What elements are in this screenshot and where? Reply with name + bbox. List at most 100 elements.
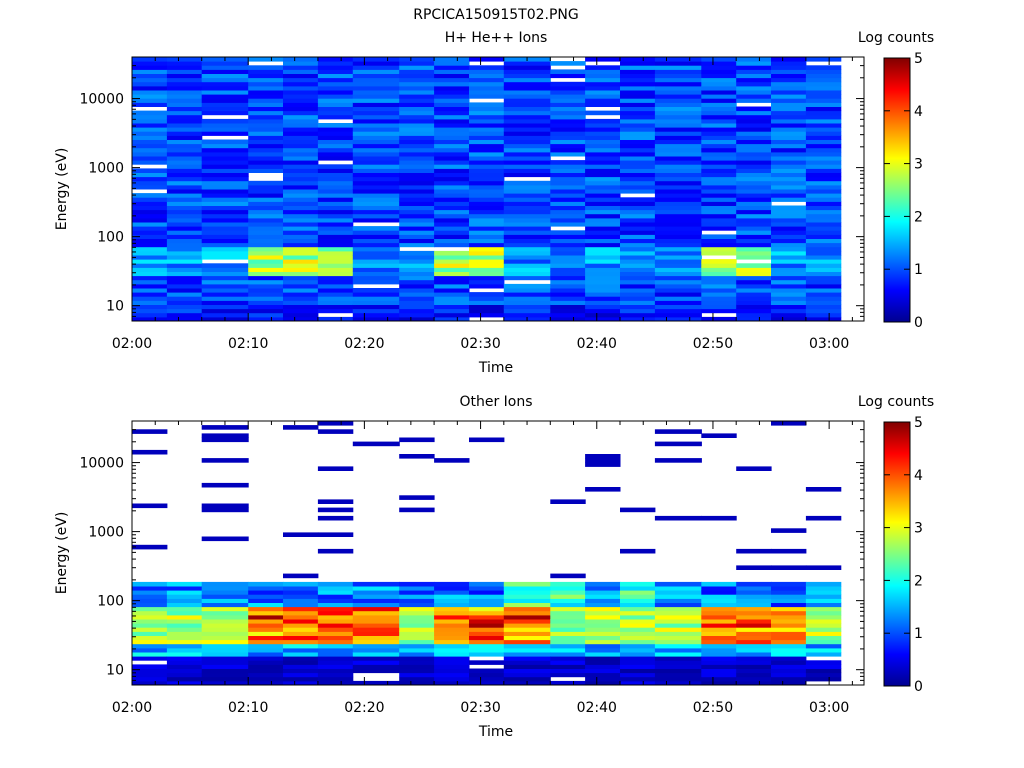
heatmap-cell [771, 623, 807, 628]
heatmap-cell [736, 623, 772, 628]
heatmap-cell [166, 90, 203, 95]
heatmap-cell [352, 300, 400, 305]
heatmap-cell [248, 680, 284, 686]
heatmap-cell [805, 668, 842, 674]
heatmap-cell [771, 255, 807, 260]
heatmap-cell [701, 217, 737, 223]
heatmap-cell [585, 139, 621, 145]
x-tick-label: 02:30 [460, 700, 500, 716]
heatmap-cell [805, 300, 842, 305]
heatmap-cell [283, 205, 319, 211]
heatmap-cell [550, 499, 586, 504]
heatmap-cell [132, 81, 168, 87]
heatmap-cell [736, 606, 772, 612]
heatmap-cell [166, 242, 203, 248]
heatmap-cell [166, 156, 203, 161]
y-tick-label: 10 [106, 663, 124, 679]
heatmap-cell [805, 193, 842, 198]
heatmap-cell [654, 296, 702, 301]
heatmap-cell [503, 81, 551, 87]
heatmap-cell [550, 267, 586, 272]
heatmap-cell [771, 147, 807, 153]
heatmap-cell [736, 222, 772, 227]
heatmap-cell [736, 160, 772, 165]
heatmap-cell [248, 259, 284, 264]
heatmap-cell [132, 267, 168, 272]
colorbar-tick-label: 1 [914, 626, 923, 642]
heatmap-cell [736, 209, 772, 215]
x-tick-label: 02:10 [228, 336, 268, 352]
heatmap-cell [317, 610, 354, 616]
heatmap-cell [248, 263, 284, 268]
heatmap-cell [132, 639, 168, 645]
heatmap-cell [654, 647, 702, 653]
heatmap-cell [550, 668, 586, 674]
heatmap-cell [585, 668, 621, 674]
heatmap-cell [620, 610, 656, 616]
heatmap-cell [317, 197, 354, 202]
heatmap-cell [469, 672, 505, 678]
heatmap-cell [805, 238, 842, 244]
heatmap-cell [201, 98, 249, 103]
heatmap-cell [201, 131, 249, 136]
heatmap-cell [503, 230, 551, 235]
heatmap-cell [317, 532, 354, 537]
heatmap-cell [805, 85, 842, 91]
heatmap-cell [620, 300, 656, 305]
heatmap-cell [352, 292, 400, 297]
heatmap-cell [201, 168, 249, 173]
heatmap-cell [503, 275, 551, 281]
heatmap-cell [503, 598, 551, 603]
heatmap-cell [469, 85, 505, 91]
heatmap-cell [352, 205, 400, 211]
heatmap-cell [805, 255, 842, 260]
heatmap-cell [469, 623, 505, 628]
heatmap-cell [503, 135, 551, 140]
heatmap-cell [701, 123, 737, 128]
heatmap-cell [701, 156, 737, 161]
heatmap-cell [166, 614, 203, 620]
heatmap-cell [434, 205, 470, 211]
heatmap-cell [736, 288, 772, 293]
heatmap-cell [201, 639, 249, 645]
heatmap-cell [550, 250, 586, 256]
heatmap-cell [654, 176, 702, 182]
heatmap-cell [805, 77, 842, 83]
heatmap-cell [550, 610, 586, 616]
heatmap-cell [805, 308, 842, 314]
heatmap-cell [283, 312, 319, 318]
heatmap-cell [317, 631, 354, 636]
heatmap-cell [248, 81, 284, 87]
heatmap-cell [469, 312, 505, 318]
heatmap-cell [166, 602, 203, 608]
heatmap-cell [620, 619, 656, 624]
heatmap-cell [399, 73, 435, 79]
heatmap-cell [201, 263, 249, 268]
heatmap-cell [503, 312, 551, 318]
heatmap-cell [805, 164, 842, 169]
heatmap-cell [317, 429, 354, 434]
heatmap-cell [585, 594, 621, 599]
heatmap-cell [399, 156, 435, 161]
heatmap-cell [283, 250, 319, 256]
heatmap-cell [201, 610, 249, 616]
heatmap-cell [283, 296, 319, 301]
heatmap-cell [503, 619, 551, 624]
panel2-title: Other Ions [459, 394, 532, 410]
heatmap-cell [620, 123, 656, 128]
heatmap-cell [166, 586, 203, 591]
heatmap-cell [585, 118, 621, 124]
heatmap-cell [201, 652, 249, 657]
heatmap-cell [585, 143, 621, 149]
heatmap-cell [550, 263, 586, 268]
heatmap-cell [352, 267, 400, 272]
heatmap-cell [771, 656, 807, 661]
heatmap-cell [469, 246, 505, 252]
heatmap-cell [771, 263, 807, 268]
heatmap-cell [283, 127, 319, 132]
heatmap-cell [283, 656, 319, 661]
heatmap-cell [283, 594, 319, 599]
heatmap-cell [620, 647, 656, 653]
heatmap-cell [317, 639, 354, 645]
heatmap-cell [550, 209, 586, 215]
